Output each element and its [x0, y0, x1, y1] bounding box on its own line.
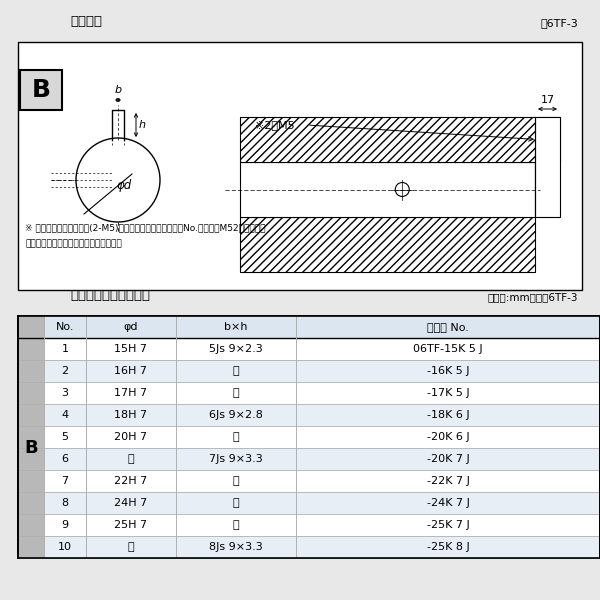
- Text: ※ セットボルト用タップ(2-M5)が必要な場合は右記コードNo.の末尾にM52を付ける。: ※ セットボルト用タップ(2-M5)が必要な場合は右記コードNo.の末尾にM52…: [25, 223, 265, 232]
- Text: 22H 7: 22H 7: [115, 476, 148, 486]
- Text: 20H 7: 20H 7: [115, 432, 148, 442]
- Text: 6Js 9×2.8: 6Js 9×2.8: [209, 410, 263, 420]
- Text: 4: 4: [61, 410, 68, 420]
- Text: 8: 8: [61, 498, 68, 508]
- Bar: [18, 316, 600, 558]
- Text: コード No.: コード No.: [427, 322, 469, 332]
- Text: 』: 』: [233, 388, 239, 398]
- Text: 』: 』: [233, 366, 239, 376]
- Text: 2: 2: [61, 366, 68, 376]
- Bar: [44, 404, 600, 426]
- Bar: [44, 536, 600, 558]
- Text: 5Js 9×2.3: 5Js 9×2.3: [209, 344, 263, 354]
- Text: 』: 』: [128, 542, 134, 552]
- Text: 9: 9: [61, 520, 68, 530]
- Text: b: b: [115, 85, 122, 95]
- Text: 』: 』: [233, 498, 239, 508]
- Text: B: B: [32, 78, 50, 102]
- Text: -18K 6 J: -18K 6 J: [427, 410, 469, 420]
- Text: -20K 6 J: -20K 6 J: [427, 432, 469, 442]
- Text: h: h: [139, 120, 146, 130]
- Text: b×h: b×h: [224, 322, 248, 332]
- Text: 7Js 9×3.3: 7Js 9×3.3: [209, 454, 263, 464]
- Bar: [240, 117, 560, 162]
- Text: 16H 7: 16H 7: [115, 366, 148, 376]
- Text: -24K 7 J: -24K 7 J: [427, 498, 469, 508]
- Text: 』: 』: [233, 432, 239, 442]
- Bar: [44, 316, 600, 338]
- Text: 06TF-15K 5 J: 06TF-15K 5 J: [413, 344, 483, 354]
- Text: 5: 5: [62, 432, 68, 442]
- Text: -25K 8 J: -25K 8 J: [427, 542, 469, 552]
- Text: -16K 5 J: -16K 5 J: [427, 366, 469, 376]
- Bar: [44, 492, 600, 514]
- Text: 囶6TF-3: 囶6TF-3: [540, 18, 578, 28]
- Text: 18H 7: 18H 7: [115, 410, 148, 420]
- Text: 3: 3: [62, 388, 68, 398]
- Text: 1: 1: [62, 344, 68, 354]
- Text: 6: 6: [62, 454, 68, 464]
- Text: 軸稴形状: 軸稴形状: [70, 15, 102, 28]
- Text: 24H 7: 24H 7: [115, 498, 148, 508]
- Text: 15H 7: 15H 7: [115, 344, 148, 354]
- Text: -25K 7 J: -25K 7 J: [427, 520, 469, 530]
- Text: 25H 7: 25H 7: [115, 520, 148, 530]
- Text: 8Js 9×3.3: 8Js 9×3.3: [209, 542, 263, 552]
- Bar: [240, 162, 535, 217]
- Bar: [535, 117, 560, 217]
- Bar: [20, 70, 62, 110]
- Text: -22K 7 J: -22K 7 J: [427, 476, 469, 486]
- Text: ※2－M5: ※2－M5: [255, 120, 295, 130]
- Text: φd: φd: [116, 179, 131, 193]
- Text: 17H 7: 17H 7: [115, 388, 148, 398]
- Text: 』: 』: [128, 454, 134, 464]
- Text: 』: 』: [233, 520, 239, 530]
- Bar: [240, 217, 535, 272]
- Text: 』: 』: [233, 476, 239, 486]
- Text: -17K 5 J: -17K 5 J: [427, 388, 469, 398]
- Bar: [18, 316, 44, 558]
- Bar: [44, 360, 600, 382]
- Text: φd: φd: [124, 322, 138, 332]
- Circle shape: [76, 138, 160, 222]
- Text: （単位:mm）　表6TF-3: （単位:mm） 表6TF-3: [487, 292, 578, 302]
- Text: 10: 10: [58, 542, 72, 552]
- Text: B: B: [24, 439, 38, 457]
- Text: -20K 7 J: -20K 7 J: [427, 454, 469, 464]
- Text: 17: 17: [541, 95, 554, 105]
- Circle shape: [395, 182, 409, 196]
- Bar: [44, 448, 600, 470]
- Text: 7: 7: [61, 476, 68, 486]
- Text: No.: No.: [56, 322, 74, 332]
- Text: 軸稴形状コード一覧表: 軸稴形状コード一覧表: [70, 289, 150, 302]
- Text: （セットボルトは付属されています。）: （セットボルトは付属されています。）: [25, 239, 122, 248]
- Bar: [18, 42, 582, 290]
